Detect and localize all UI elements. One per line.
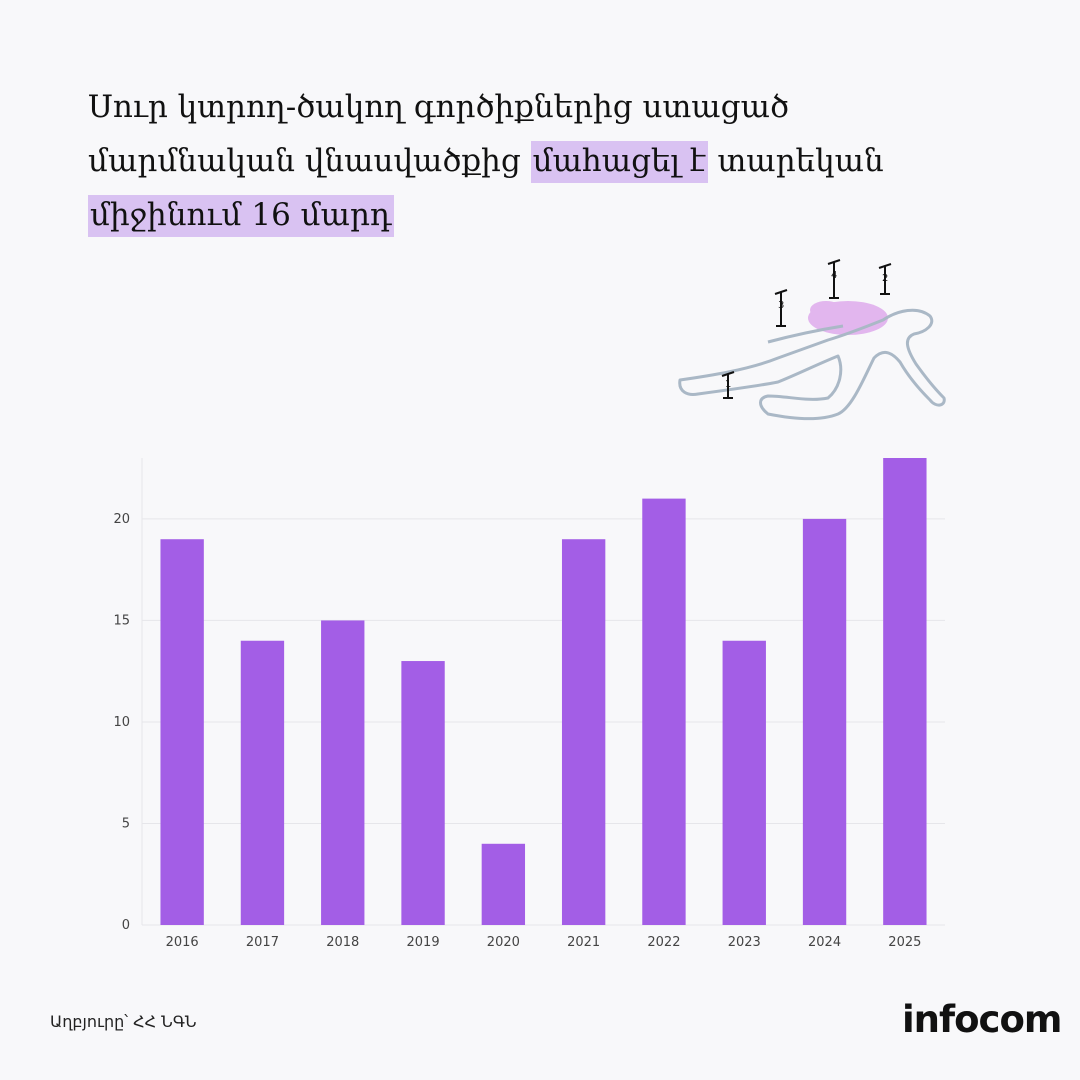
headline-highlight-died: մահացել է xyxy=(530,141,708,183)
bars xyxy=(160,458,927,925)
bar-2023 xyxy=(722,640,766,925)
headline-text-annual: տարեկան xyxy=(707,143,884,179)
evidence-marker-3: 3 xyxy=(774,289,788,327)
x-tick-label: 2019 xyxy=(407,935,440,950)
headline-text: Սուր կտրող-ծակող գործիքներից ստացած մարմ… xyxy=(88,89,790,179)
x-tick-label: 2022 xyxy=(647,935,680,950)
bar-2017 xyxy=(240,640,285,925)
x-tick-label: 2025 xyxy=(888,935,921,950)
y-axis-labels: 0 5 10 15 20 xyxy=(113,512,130,933)
bar-2022 xyxy=(642,498,686,925)
bar-2021 xyxy=(561,539,606,925)
x-tick-label: 2024 xyxy=(808,935,841,950)
marker-label: 2 xyxy=(882,273,888,284)
bar-chart: 0 5 10 15 20 2016 2017 2018 2019 2020 2021 2022 202… xyxy=(113,458,945,950)
y-tick-label: 5 xyxy=(122,816,130,831)
y-tick-label: 0 xyxy=(122,918,130,933)
evidence-marker-4: 4 xyxy=(827,259,841,299)
x-tick-label: 2016 xyxy=(166,935,199,950)
y-tick-label: 15 xyxy=(113,613,130,628)
headline-highlight-average: միջինում 16 մարդ xyxy=(88,195,394,237)
bar-2025 xyxy=(883,458,927,925)
x-tick-label: 2021 xyxy=(567,935,600,950)
bar-2019 xyxy=(401,661,445,925)
evidence-marker-1: 1 xyxy=(721,371,735,399)
marker-label: 1 xyxy=(725,379,731,390)
infocom-logo: infocom xyxy=(902,998,1062,1041)
x-tick-label: 2023 xyxy=(728,935,761,950)
marker-label: 4 xyxy=(831,270,837,281)
bar-2018 xyxy=(321,620,365,925)
crime-scene-body-outline-icon: 1 2 3 4 xyxy=(678,259,946,421)
marker-label: 3 xyxy=(778,300,784,311)
x-tick-label: 2017 xyxy=(246,935,279,950)
y-tick-label: 20 xyxy=(113,512,130,527)
body-outline-icon xyxy=(678,308,946,421)
evidence-marker-2: 2 xyxy=(878,263,892,295)
bar-2020 xyxy=(481,843,526,925)
stain-icon xyxy=(810,301,842,319)
x-tick-label: 2018 xyxy=(326,935,359,950)
bar-2016 xyxy=(160,539,204,925)
y-tick-label: 10 xyxy=(113,715,130,730)
x-tick-label: 2020 xyxy=(487,935,520,950)
source-note: Աղբյուրը՝ ՀՀ ՆԳՆ xyxy=(50,1012,197,1031)
headline: Սուր կտրող-ծակող գործիքներից ստացած մարմ… xyxy=(88,80,988,242)
bar-2024 xyxy=(802,518,847,925)
x-axis-labels: 2016 2017 2018 2019 2020 2021 2022 2023 2024 2025 xyxy=(166,935,922,950)
